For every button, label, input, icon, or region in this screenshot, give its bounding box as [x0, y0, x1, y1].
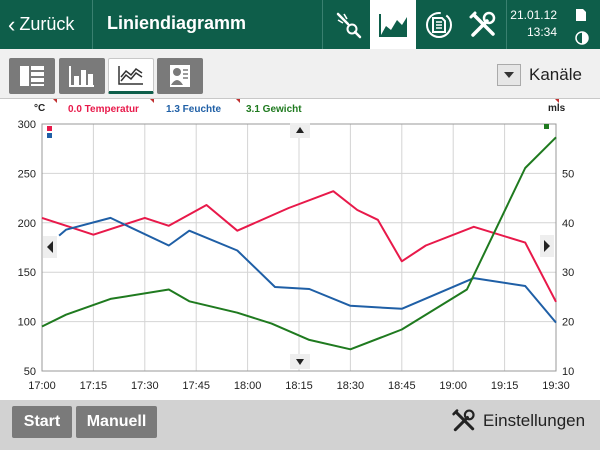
gewicht-axis-marker: [544, 124, 549, 129]
start-button[interactable]: Start: [12, 406, 72, 438]
bottom-bar: Start Manuell Einstellungen: [0, 400, 600, 450]
time-text: 13:34: [526, 25, 557, 39]
datetime: 21.01.12 13:34: [509, 7, 557, 41]
x-tick-label: 18:45: [388, 380, 416, 392]
chart-legend: 0.0 Temperatur 1.3 Feuchte 3.1 Gewicht: [68, 99, 302, 115]
triangle-up-icon: [296, 127, 304, 133]
x-tick-label: 17:00: [28, 380, 56, 392]
info-tab[interactable]: [157, 58, 203, 94]
left-tick-label: 250: [18, 168, 36, 180]
scroll-up-button[interactable]: [290, 123, 310, 138]
left-tick-label: 100: [18, 317, 36, 329]
probe-button[interactable]: [326, 0, 372, 49]
back-label: Zurück: [19, 14, 75, 34]
x-tick-label: 18:00: [234, 380, 262, 392]
x-tick-label: 17:30: [131, 380, 159, 392]
divider: [322, 0, 323, 49]
settings-button[interactable]: Einstellungen: [451, 408, 585, 434]
probe-icon: [336, 12, 362, 38]
settings-label: Einstellungen: [483, 411, 586, 430]
bar-chart-tab[interactable]: [59, 58, 105, 94]
table-view-tab[interactable]: [9, 58, 55, 94]
right-tick-label: 40: [562, 218, 574, 230]
clock-icon: [575, 31, 589, 45]
x-tick-label: 19:30: [542, 380, 570, 392]
chevron-down-icon: [504, 72, 514, 78]
chevron-left-icon: ‹: [8, 11, 16, 37]
left-tick-label: 300: [18, 119, 36, 131]
x-tick-label: 18:15: [285, 380, 313, 392]
chart-grid: [41, 123, 557, 372]
dropdown-arrow: [497, 64, 521, 86]
line-chart-tab[interactable]: [108, 58, 154, 94]
temperatur-axis-marker: [47, 126, 52, 131]
bar-chart-icon: [69, 66, 94, 87]
triangle-right-icon: [544, 240, 550, 252]
memory-button[interactable]: [416, 0, 462, 49]
right-unit-label: mls: [548, 103, 566, 114]
legend-entry: 3.1 Gewicht: [246, 104, 302, 115]
x-tick-label: 19:00: [439, 380, 467, 392]
left-tick-label: 150: [18, 267, 36, 279]
triangle-left-icon: [47, 241, 53, 253]
manual-button[interactable]: Manuell: [76, 406, 157, 438]
left-axis-ticks: 300 250 200 150 100 50: [18, 119, 36, 378]
channels-label: Kanäle: [529, 65, 582, 84]
scroll-left-button[interactable]: [43, 236, 57, 258]
table-icon: [20, 66, 44, 86]
left-tick-label: 200: [18, 218, 36, 230]
divider: [92, 0, 93, 49]
triangle-down-icon: [296, 359, 304, 365]
series-line: [41, 190, 557, 303]
right-unit-marker: [555, 99, 559, 103]
legend-entry: 1.3 Feuchte: [166, 104, 221, 115]
legend-marker: [236, 99, 240, 103]
page-title: Liniendiagramm: [107, 13, 247, 33]
right-tick-label: 20: [562, 317, 574, 329]
series-line: [58, 216, 557, 324]
right-tick-label: 10: [562, 366, 574, 378]
chart-icon: [379, 13, 407, 37]
view-tab-bar: Kanäle: [0, 49, 600, 99]
x-tick-label: 19:15: [491, 380, 519, 392]
status-icons: [575, 8, 591, 50]
feuchte-axis-marker: [47, 133, 52, 138]
channels-dropdown[interactable]: Kanäle: [497, 64, 582, 86]
legend-marker: [150, 99, 154, 103]
person-info-icon: [170, 65, 190, 87]
x-tick-label: 18:30: [337, 380, 365, 392]
sd-card-icon: [426, 11, 452, 38]
x-tick-label: 17:15: [80, 380, 108, 392]
left-tick-label: 50: [24, 366, 36, 378]
sd-card-status-icon: [576, 9, 586, 21]
x-tick-label: 17:45: [182, 380, 210, 392]
scroll-right-button[interactable]: [540, 235, 554, 257]
x-axis-ticks: 17:00 17:15 17:30 17:45 18:00 18:15 18:30 18:45…: [28, 380, 570, 392]
chart-button[interactable]: [370, 0, 416, 49]
tools-icon: [469, 11, 496, 37]
legend-entry: 0.0 Temperatur: [68, 104, 139, 115]
divider: [506, 0, 507, 49]
back-button[interactable]: ‹ Zurück: [0, 0, 92, 49]
right-tick-label: 30: [562, 267, 574, 279]
scroll-down-button[interactable]: [290, 354, 310, 369]
right-tick-label: 50: [562, 168, 574, 180]
right-axis-ticks: 50 40 30 20 10: [562, 168, 574, 378]
left-unit-label: °C: [34, 103, 45, 114]
tools-button[interactable]: [460, 0, 506, 49]
line-chart-icon: [118, 66, 143, 85]
chart-lines: [41, 136, 557, 351]
top-bar: ‹ Zurück Liniendiagramm: [0, 0, 600, 49]
tools-icon: [452, 409, 475, 432]
date-text: 21.01.12: [510, 8, 557, 22]
left-unit-marker: [53, 99, 57, 103]
series-line: [41, 136, 557, 351]
